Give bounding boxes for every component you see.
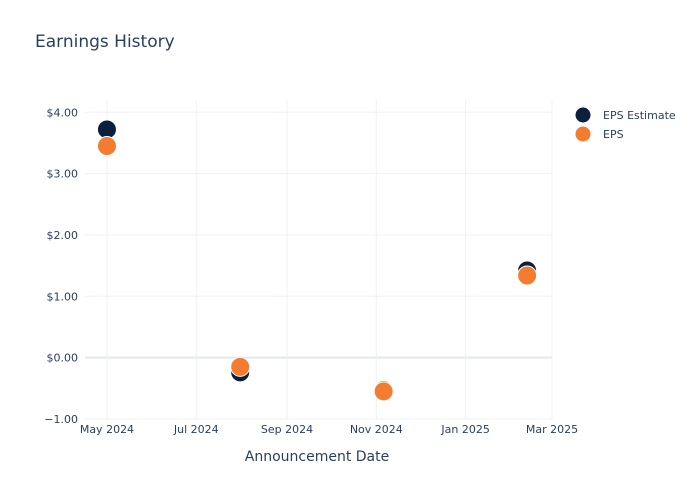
data-points[interactable]: [96, 119, 538, 402]
legend-marker: [575, 107, 591, 123]
y-tick-label: $2.00: [47, 229, 79, 242]
chart-title: Earnings History: [35, 32, 175, 52]
x-tick-label: Mar 2025: [526, 423, 578, 436]
x-tick-label: Jul 2024: [173, 423, 219, 436]
data-point[interactable]: [230, 356, 251, 377]
x-tick-label: Jan 2025: [440, 423, 489, 436]
x-axis-ticks: May 2024 Jul 2024 Sep 2024 Nov 2024 Jan 2025…: [80, 423, 578, 436]
legend-item[interactable]: EPS: [575, 126, 624, 142]
y-tick-label: $0.00: [47, 352, 79, 365]
data-point[interactable]: [373, 381, 394, 402]
x-axis-label: Announcement Date: [245, 449, 389, 465]
legend-label: EPS: [603, 128, 624, 141]
grid: [85, 100, 553, 420]
legend-marker: [575, 126, 591, 142]
y-tick-label: −1.00: [44, 413, 78, 426]
legend-label: EPS Estimate: [603, 109, 676, 122]
legend-item[interactable]: EPS Estimate: [575, 107, 676, 123]
data-point[interactable]: [517, 265, 538, 286]
y-axis-ticks: −1.00 $0.00 $1.00 $2.00 $3.00 $4.00: [44, 106, 78, 426]
series-eps[interactable]: [96, 136, 538, 402]
data-point[interactable]: [96, 136, 117, 157]
y-tick-label: $3.00: [47, 168, 79, 181]
x-tick-label: Nov 2024: [350, 423, 403, 436]
y-tick-label: $1.00: [47, 290, 79, 303]
y-tick-label: $4.00: [47, 106, 79, 119]
legend[interactable]: EPS Estimate EPS: [575, 107, 676, 142]
x-tick-label: Sep 2024: [261, 423, 313, 436]
x-tick-label: May 2024: [80, 423, 134, 436]
